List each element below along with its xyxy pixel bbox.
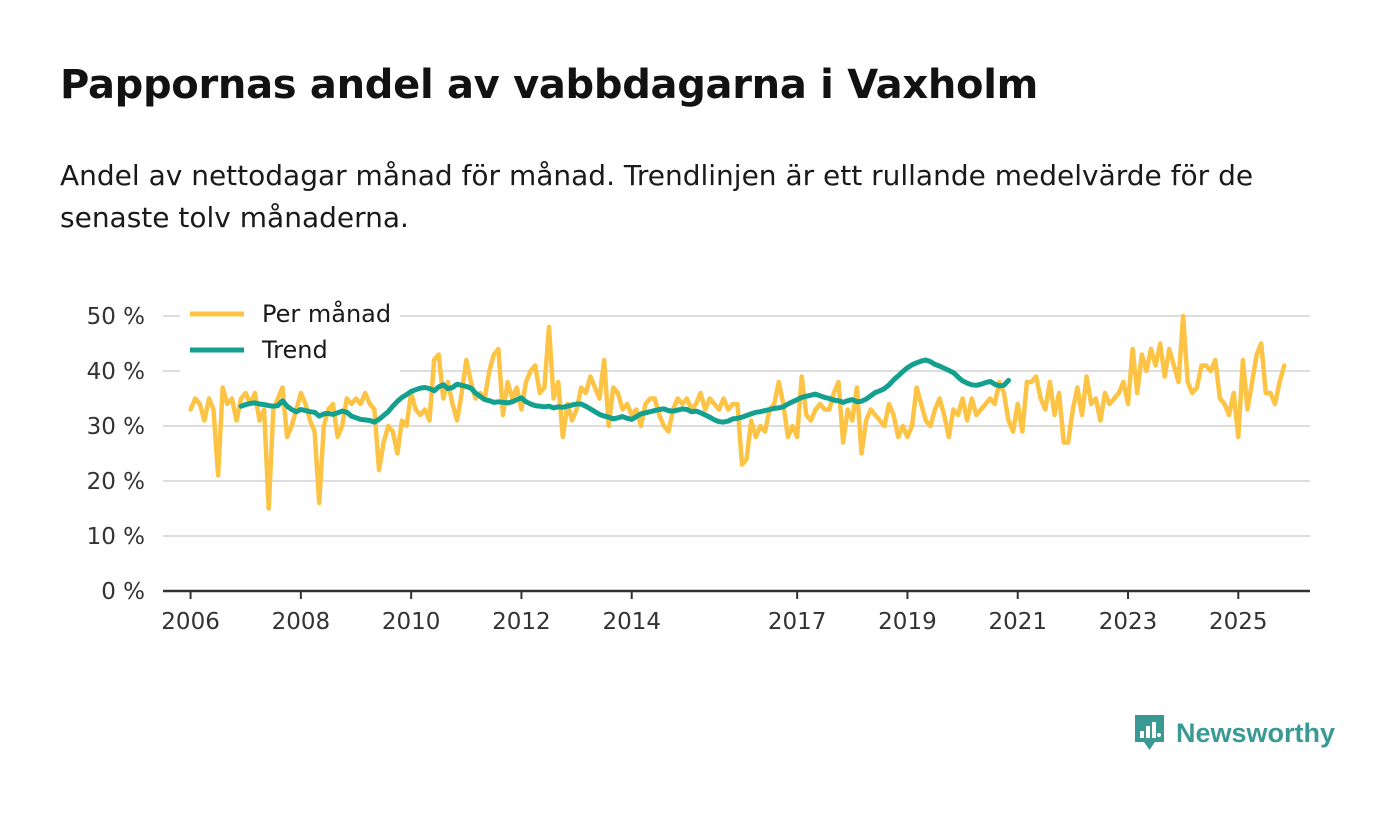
x-tick-label: 2021 (988, 609, 1047, 635)
x-tick-label: 2006 (161, 609, 220, 635)
series-line-per-manad (188, 313, 1287, 511)
chart-title: Pappornas andel av vabbdagarna i Vaxholm (60, 62, 1039, 108)
y-tick-label: 20 % (87, 469, 145, 495)
legend-background (180, 296, 400, 372)
legend-label-trend: Trend (261, 336, 328, 364)
y-tick-label: 40 % (87, 359, 145, 385)
x-tick-label: 2019 (878, 609, 937, 635)
chart-legend: Per månad Trend (180, 296, 400, 372)
x-tick-label: 2008 (272, 609, 331, 635)
x-tick-label: 2012 (492, 609, 551, 635)
newsworthy-logo-icon (1135, 715, 1164, 750)
y-axis-ticks: 0 % 10 % 20 % 30 % 40 % 50 % (87, 304, 145, 605)
brand-name: Newsworthy (1176, 717, 1336, 748)
series-line-trend (238, 357, 1011, 425)
y-tick-label: 50 % (87, 304, 145, 330)
y-tick-label: 10 % (87, 524, 145, 550)
x-axis-ticks: 2006 2008 2010 2012 2014 2017 2019 2021 2023 2025 (161, 591, 1268, 635)
x-tick-label: 2017 (768, 609, 827, 635)
newsworthy-brand[interactable]: Newsworthy (1133, 712, 1335, 754)
x-tick-label: 2010 (382, 609, 441, 635)
y-tick-label: 0 % (101, 579, 145, 605)
series-lines (188, 313, 1287, 511)
x-tick-label: 2025 (1209, 609, 1268, 635)
y-tick-label: 30 % (87, 414, 145, 440)
chart-subtitle: Andel av nettodagar månad för månad. Tre… (60, 159, 1254, 234)
x-tick-label: 2023 (1099, 609, 1158, 635)
x-tick-label: 2014 (602, 609, 661, 635)
legend-label-per-manad: Per månad (262, 299, 391, 328)
